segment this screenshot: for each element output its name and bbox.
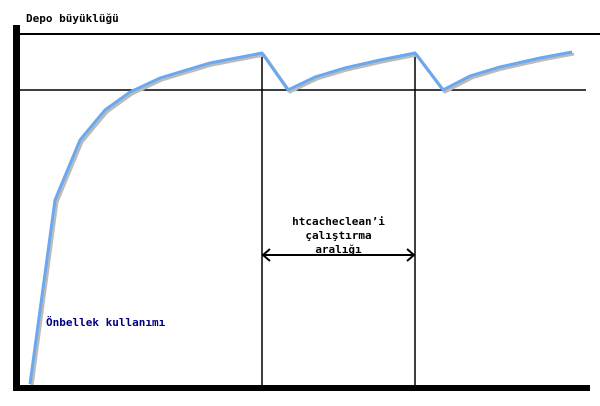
curve-shadow	[30, 52, 575, 387]
interval-label-line: çalıştırma	[305, 229, 372, 242]
y-axis	[13, 25, 20, 391]
interval-label-line: aralığı	[315, 243, 362, 256]
interval-label-line: htcacheclean’i	[292, 215, 385, 228]
cache-usage-curve	[28, 50, 573, 385]
y-axis-label: Depo büyüklüğü	[26, 12, 119, 25]
interval-label: htcacheclean’i çalıştırma aralığı	[262, 215, 415, 257]
x-axis	[13, 385, 590, 391]
arrow-head-left	[261, 248, 271, 262]
arrow-head-right	[406, 248, 416, 262]
curve-label: Önbellek kullanımı	[46, 316, 166, 329]
